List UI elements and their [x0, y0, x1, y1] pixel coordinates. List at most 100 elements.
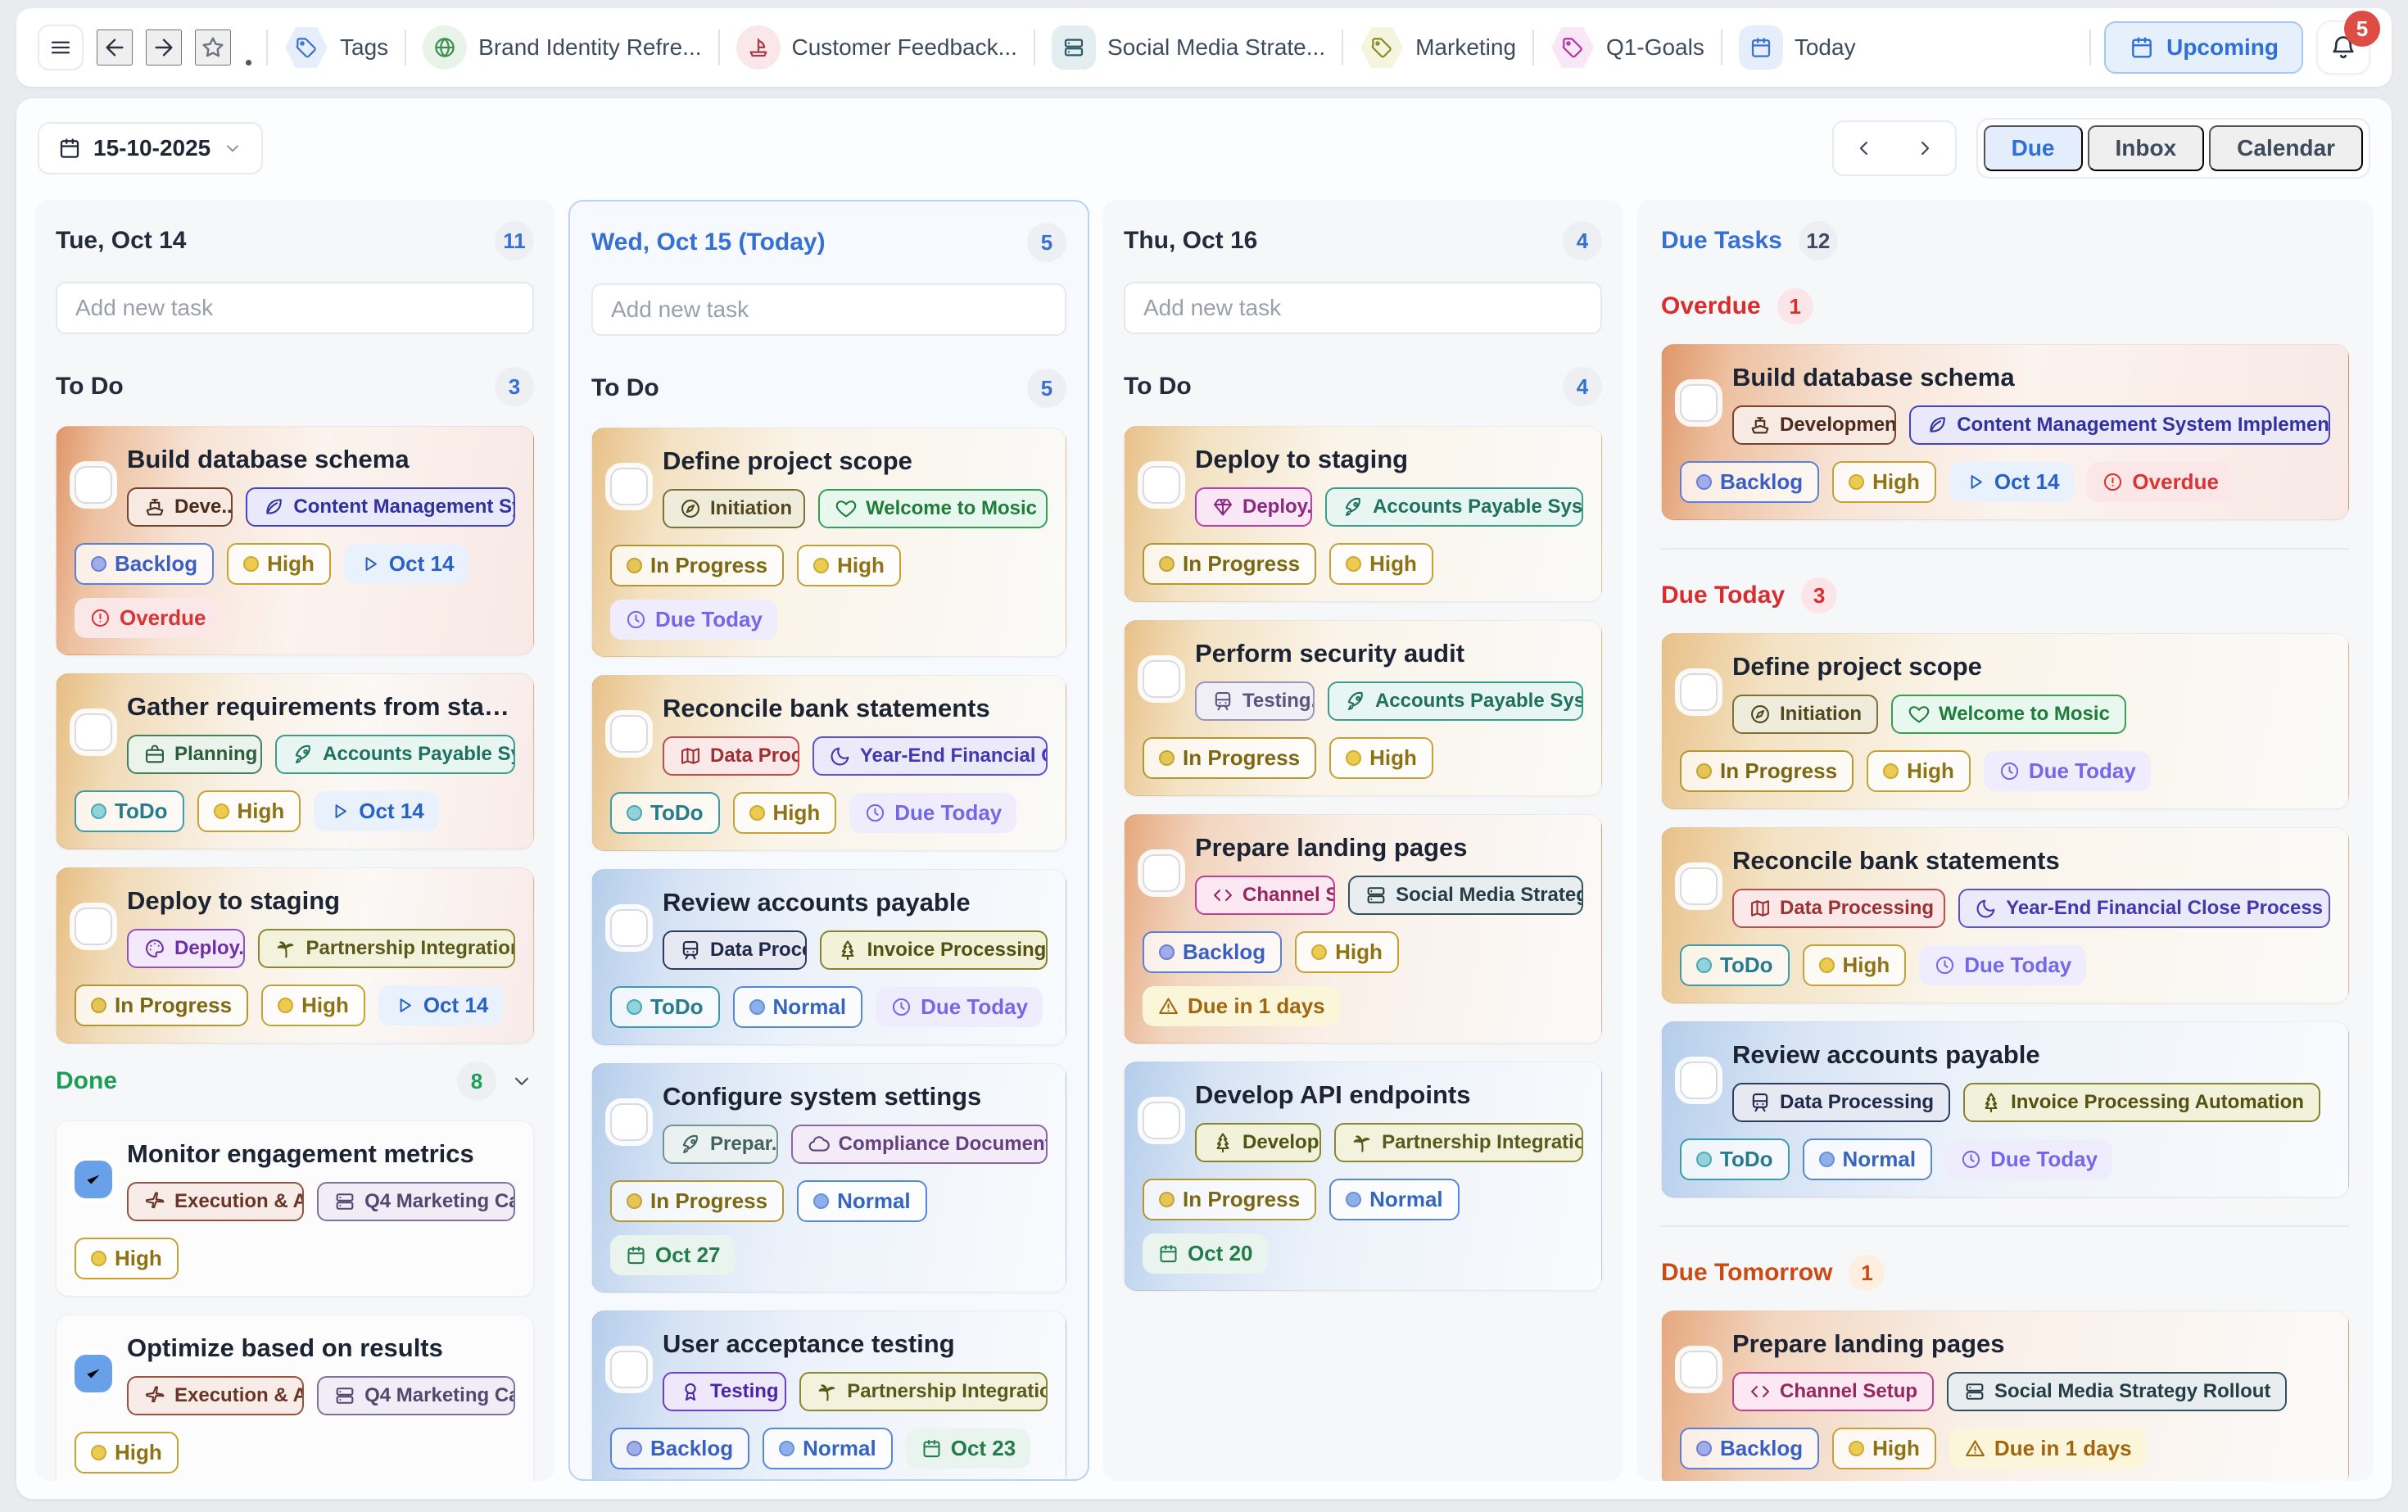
task-checkbox[interactable] [75, 466, 112, 504]
status-chip[interactable]: Normal [797, 1180, 927, 1222]
status-chip[interactable]: In Progress [1680, 750, 1854, 792]
nav-item-customer-feedback[interactable]: Customer Feedback... [733, 20, 1021, 75]
nav-item-brand-identity-refre[interactable]: Brand Identity Refre... [419, 20, 704, 75]
project-tag[interactable]: Develop... [1195, 1123, 1322, 1162]
due-chip[interactable]: Overdue [75, 598, 221, 638]
status-chip[interactable]: High [1867, 750, 1971, 792]
status-chip[interactable]: High [1295, 931, 1399, 973]
task-checkbox[interactable] [1680, 1351, 1718, 1388]
project-tag[interactable]: Deploy... [1195, 487, 1313, 527]
add-task-input[interactable] [56, 282, 534, 334]
add-task-input[interactable] [1124, 282, 1602, 334]
task-card[interactable]: Gather requirements from stakehold... Pl… [56, 673, 534, 849]
status-chip[interactable]: In Progress [1143, 1179, 1317, 1220]
add-task-input[interactable] [591, 283, 1066, 336]
task-checkbox[interactable] [1143, 1102, 1180, 1139]
tab-upcoming[interactable]: Upcoming [2104, 21, 2303, 74]
due-chip[interactable]: Oct 14 [1949, 462, 2075, 502]
task-card[interactable]: User acceptance testing Testing ... Partn… [591, 1311, 1066, 1479]
status-chip[interactable]: ToDo [75, 790, 184, 832]
task-checkbox[interactable] [1680, 384, 1718, 422]
status-chip[interactable]: Normal [1329, 1179, 1460, 1220]
project-tag[interactable]: Welcome to Mosic [818, 489, 1048, 528]
project-tag[interactable]: Data Processing [1732, 1083, 1951, 1122]
task-card[interactable]: Define project scope Initiation Welcome t… [1661, 633, 2349, 809]
due-chip[interactable]: Oct 14 [378, 985, 504, 1025]
view-tab-due[interactable]: Due [1983, 125, 2083, 171]
status-chip[interactable]: High [1832, 461, 1936, 503]
task-checkbox[interactable] [1680, 867, 1718, 905]
task-checkbox[interactable] [610, 909, 648, 947]
status-chip[interactable]: High [1802, 944, 1907, 986]
task-checkbox[interactable] [1143, 466, 1180, 504]
due-chip[interactable]: Overdue [2087, 462, 2234, 502]
status-chip[interactable]: Normal [1802, 1139, 1933, 1180]
next-day-button[interactable] [1894, 122, 1955, 174]
status-chip[interactable]: In Progress [75, 985, 249, 1026]
status-chip[interactable]: High [1832, 1428, 1936, 1469]
status-chip[interactable]: Backlog [1143, 931, 1283, 973]
project-tag[interactable]: Data Proc... [663, 736, 799, 776]
project-tag[interactable]: Year-End Financial Close Process [1958, 889, 2330, 928]
due-chip[interactable]: Oct 23 [905, 1428, 1031, 1469]
task-checkbox[interactable] [610, 468, 648, 505]
due-chip[interactable]: Due Today [849, 793, 1017, 833]
nav-item-q1-goals[interactable]: Q1-Goals [1547, 20, 1708, 75]
task-card[interactable]: Optimize based on results Execution & An… [56, 1315, 534, 1481]
task-checkbox[interactable] [610, 1351, 648, 1388]
project-tag[interactable]: Channel S... [1195, 876, 1336, 915]
status-chip[interactable]: ToDo [1680, 944, 1790, 986]
project-tag[interactable]: Welcome to Mosic [1890, 695, 2126, 734]
nav-item-today[interactable]: Today [1736, 20, 1859, 75]
task-checkbox[interactable] [75, 1161, 112, 1198]
task-checkbox[interactable] [1143, 854, 1180, 892]
nav-item-tags[interactable]: Tags [281, 20, 392, 75]
favorite-button[interactable] [195, 29, 231, 66]
project-tag[interactable]: Execution & An... [127, 1376, 305, 1415]
project-tag[interactable]: Initiation [1732, 695, 1878, 734]
status-chip[interactable]: In Progress [1143, 737, 1317, 779]
status-chip[interactable]: In Progress [1143, 543, 1317, 585]
due-chip[interactable]: Due Today [1919, 945, 2087, 985]
status-chip[interactable]: Normal [732, 986, 863, 1028]
task-card[interactable]: Deploy to staging Deploy... Accounts Paya… [1124, 426, 1602, 602]
task-checkbox[interactable] [610, 715, 648, 753]
back-button[interactable] [97, 29, 133, 66]
project-tag[interactable]: Social Media Strategy R... [1348, 876, 1583, 915]
chevron-down-icon[interactable] [509, 1069, 534, 1093]
task-card[interactable]: Deploy to staging Deploy... Partnership I… [56, 867, 534, 1043]
due-chip[interactable]: Oct 20 [1143, 1234, 1268, 1274]
task-checkbox[interactable] [610, 1103, 648, 1141]
task-card[interactable]: Review accounts payable Data Processing I… [1661, 1021, 2349, 1197]
task-card[interactable]: Prepare landing pages Channel Setup Socia… [1661, 1311, 2349, 1481]
project-tag[interactable]: Accounts Payable Syste... [275, 735, 515, 774]
task-card[interactable]: Configure system settings Prepar... Compl… [591, 1063, 1066, 1292]
status-chip[interactable]: High [227, 543, 331, 585]
task-card[interactable]: Define project scope Initiation Welcome t… [591, 428, 1066, 657]
project-tag[interactable]: Content Management System Implementation [1909, 405, 2330, 445]
due-chip[interactable]: Due in 1 days [1949, 1428, 2147, 1469]
status-chip[interactable]: ToDo [1680, 1139, 1790, 1180]
project-tag[interactable]: Initiation [663, 489, 806, 528]
status-chip[interactable]: ToDo [610, 792, 720, 834]
project-tag[interactable]: Invoice Processing Automation [1963, 1083, 2320, 1122]
project-tag[interactable]: Development [1732, 405, 1897, 445]
task-checkbox[interactable] [1680, 1062, 1718, 1099]
nav-item-social-media-strate[interactable]: Social Media Strate... [1048, 20, 1328, 75]
due-chip[interactable]: Due Today [1945, 1139, 2113, 1179]
project-tag[interactable]: Deploy... [127, 929, 246, 968]
project-tag[interactable]: Prepar... [663, 1125, 778, 1164]
status-chip[interactable]: High [197, 790, 301, 832]
nav-item-marketing[interactable]: Marketing [1356, 20, 1519, 75]
status-chip[interactable]: In Progress [610, 545, 785, 586]
status-chip[interactable]: Backlog [75, 543, 215, 585]
project-tag[interactable]: Channel Setup [1732, 1372, 1935, 1411]
status-chip[interactable]: High [797, 545, 901, 586]
task-card[interactable]: Reconcile bank statements Data Proc... Ye… [591, 675, 1066, 851]
status-chip[interactable]: High [1329, 543, 1433, 585]
due-chip[interactable]: Due Today [610, 600, 777, 640]
project-tag[interactable]: Accounts Payable System ... [1325, 487, 1583, 527]
task-card[interactable]: Build database schema Development Content… [1661, 344, 2349, 520]
project-tag[interactable]: Q4 Marketing Cam... [317, 1376, 515, 1415]
project-tag[interactable]: Testing ... [663, 1372, 787, 1411]
